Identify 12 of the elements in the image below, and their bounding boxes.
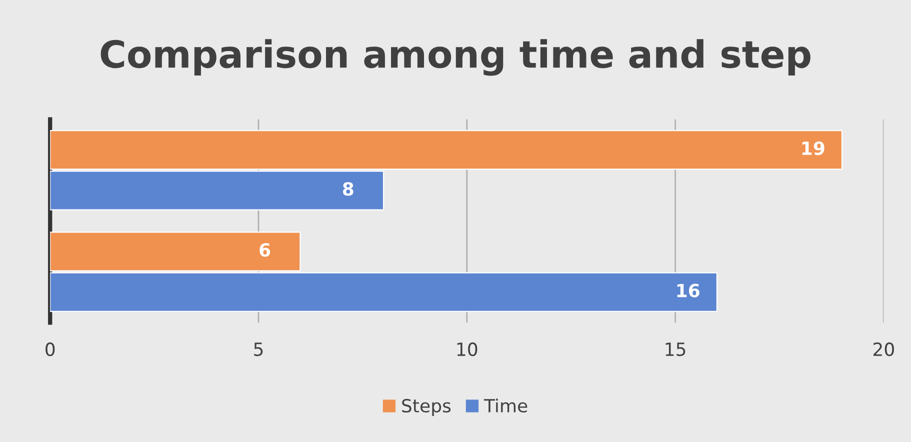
x-tick-label: 20	[874, 342, 894, 356]
x-tick-label: 5	[254, 342, 263, 356]
data-label: 6	[260, 243, 270, 257]
data-label: 16	[677, 284, 700, 298]
x-tick-label: 0	[46, 342, 55, 356]
legend-label: Time	[484, 398, 528, 413]
data-label: 19	[802, 141, 824, 156]
data-label: 8	[342, 182, 354, 196]
chart-title: Comparison among time and step	[100, 39, 810, 76]
x-tick-label: 15	[666, 342, 686, 356]
x-tick-label: 10	[457, 342, 478, 356]
legend-label: Steps	[402, 398, 451, 416]
